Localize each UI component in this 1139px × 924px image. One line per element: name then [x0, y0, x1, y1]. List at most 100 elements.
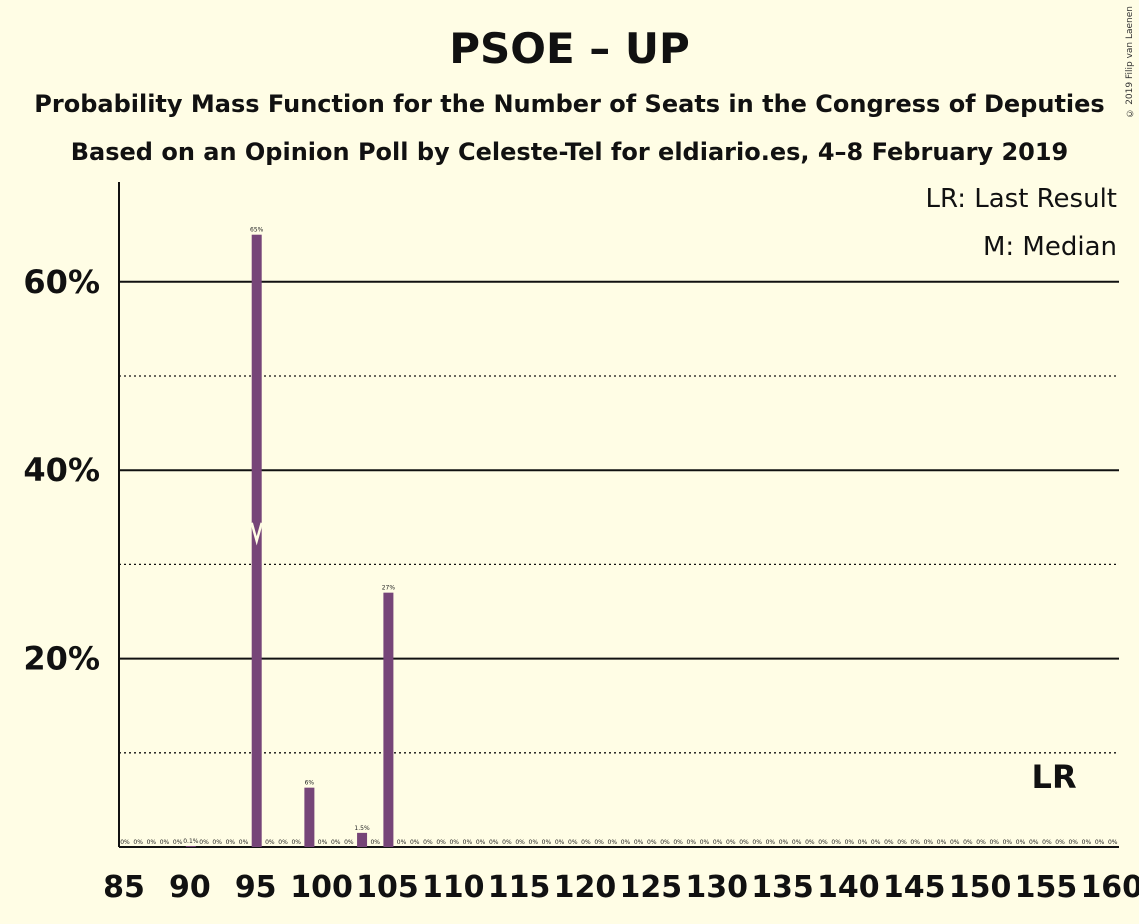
data-label: 0%: [1082, 839, 1092, 846]
data-label: 0%: [713, 839, 723, 846]
data-label: 0%: [397, 839, 407, 846]
x-tick-label: 125: [619, 870, 682, 905]
data-label: 0%: [1095, 839, 1105, 846]
data-label: 0.1%: [183, 838, 199, 845]
data-label: 0%: [318, 839, 328, 846]
legend-median: M: Median: [982, 232, 1117, 262]
data-label: 0%: [687, 839, 697, 846]
x-tick-label: 130: [685, 870, 748, 905]
data-label: 0%: [265, 839, 275, 846]
y-tick-label: 60%: [23, 263, 100, 301]
y-tick-label-bg: [19, 451, 104, 490]
x-tick-label: 140: [817, 870, 880, 905]
y-tick-label: 20%: [23, 640, 100, 678]
x-tick-label: 85: [103, 870, 145, 905]
data-label: 0%: [673, 839, 683, 846]
data-label: 0%: [1068, 839, 1078, 846]
data-label: 0%: [1003, 839, 1013, 846]
x-tick-label: 135: [751, 870, 814, 905]
data-label: 0%: [647, 839, 657, 846]
data-label: 0%: [937, 839, 947, 846]
data-label: 0%: [291, 839, 301, 846]
data-label: 0%: [212, 839, 222, 846]
data-label: 0%: [924, 839, 934, 846]
data-label: 0%: [779, 839, 789, 846]
data-label: 0%: [1016, 839, 1026, 846]
data-label: 0%: [502, 839, 512, 846]
data-label: 0%: [976, 839, 986, 846]
y-tick-label-bg: [19, 639, 104, 678]
data-label: 0%: [160, 839, 170, 846]
data-label: 6%: [305, 780, 315, 787]
bar: [304, 787, 315, 847]
data-label: 0%: [989, 839, 999, 846]
x-tick-label: 100: [290, 870, 353, 905]
data-label: 0%: [423, 839, 433, 846]
data-label: 0%: [370, 839, 380, 846]
data-label: 0%: [884, 839, 894, 846]
data-label: 0%: [529, 839, 539, 846]
data-label: 0%: [436, 839, 446, 846]
data-label: 0%: [594, 839, 604, 846]
x-tick-label: 145: [883, 870, 946, 905]
data-label: 27%: [382, 585, 396, 592]
data-label: 0%: [831, 839, 841, 846]
data-label: 65%: [250, 227, 264, 234]
data-label: 0%: [147, 839, 157, 846]
data-label: 0%: [278, 839, 288, 846]
x-tick-label: 105: [356, 870, 419, 905]
data-label: 0%: [226, 839, 236, 846]
x-tick-label: 115: [488, 870, 551, 905]
x-tick-label: 90: [169, 870, 211, 905]
data-label: 0%: [120, 839, 130, 846]
data-label: 0%: [608, 839, 618, 846]
data-label: 0%: [963, 839, 973, 846]
median-marker: [250, 522, 263, 546]
data-label: 0%: [581, 839, 591, 846]
data-label: 0%: [1108, 839, 1118, 846]
data-label: 0%: [344, 839, 354, 846]
data-label: 0%: [726, 839, 736, 846]
data-label: 0%: [1042, 839, 1052, 846]
data-label: 0%: [239, 839, 249, 846]
data-label: 0%: [950, 839, 960, 846]
data-label: 0%: [818, 839, 828, 846]
data-label: 0%: [897, 839, 907, 846]
data-label: 0%: [568, 839, 578, 846]
data-label: 0%: [489, 839, 499, 846]
data-label: 0%: [476, 839, 486, 846]
bar: [185, 846, 196, 847]
data-label: 0%: [910, 839, 920, 846]
data-label: 0%: [331, 839, 341, 846]
data-label: 0%: [463, 839, 473, 846]
data-label: 0%: [858, 839, 868, 846]
x-tick-label: 150: [949, 870, 1012, 905]
data-label: 0%: [410, 839, 420, 846]
legend-last-result: LR: Last Result: [925, 184, 1117, 214]
data-label: 0%: [700, 839, 710, 846]
data-label: 0%: [845, 839, 855, 846]
data-label: 0%: [792, 839, 802, 846]
y-tick-label-bg: [19, 262, 104, 301]
x-tick-label: 95: [235, 870, 277, 905]
data-label: 0%: [449, 839, 459, 846]
data-label: 0%: [752, 839, 762, 846]
data-label: 0%: [199, 839, 209, 846]
data-label: 0%: [1055, 839, 1065, 846]
last-result-marker: LR: [1032, 758, 1077, 796]
x-tick-label: 110: [422, 870, 485, 905]
bar: [357, 832, 368, 847]
data-label: 0%: [1029, 839, 1039, 846]
y-tick-label: 40%: [23, 451, 100, 489]
data-label: 0%: [739, 839, 749, 846]
x-tick-label: 160: [1080, 870, 1139, 905]
data-label: 1.5%: [354, 825, 370, 832]
data-label: 0%: [542, 839, 552, 846]
data-label: 0%: [871, 839, 881, 846]
data-label: 0%: [515, 839, 525, 846]
data-label: 0%: [766, 839, 776, 846]
bar: [383, 592, 394, 847]
data-label: 0%: [660, 839, 670, 846]
x-tick-label: 155: [1015, 870, 1078, 905]
